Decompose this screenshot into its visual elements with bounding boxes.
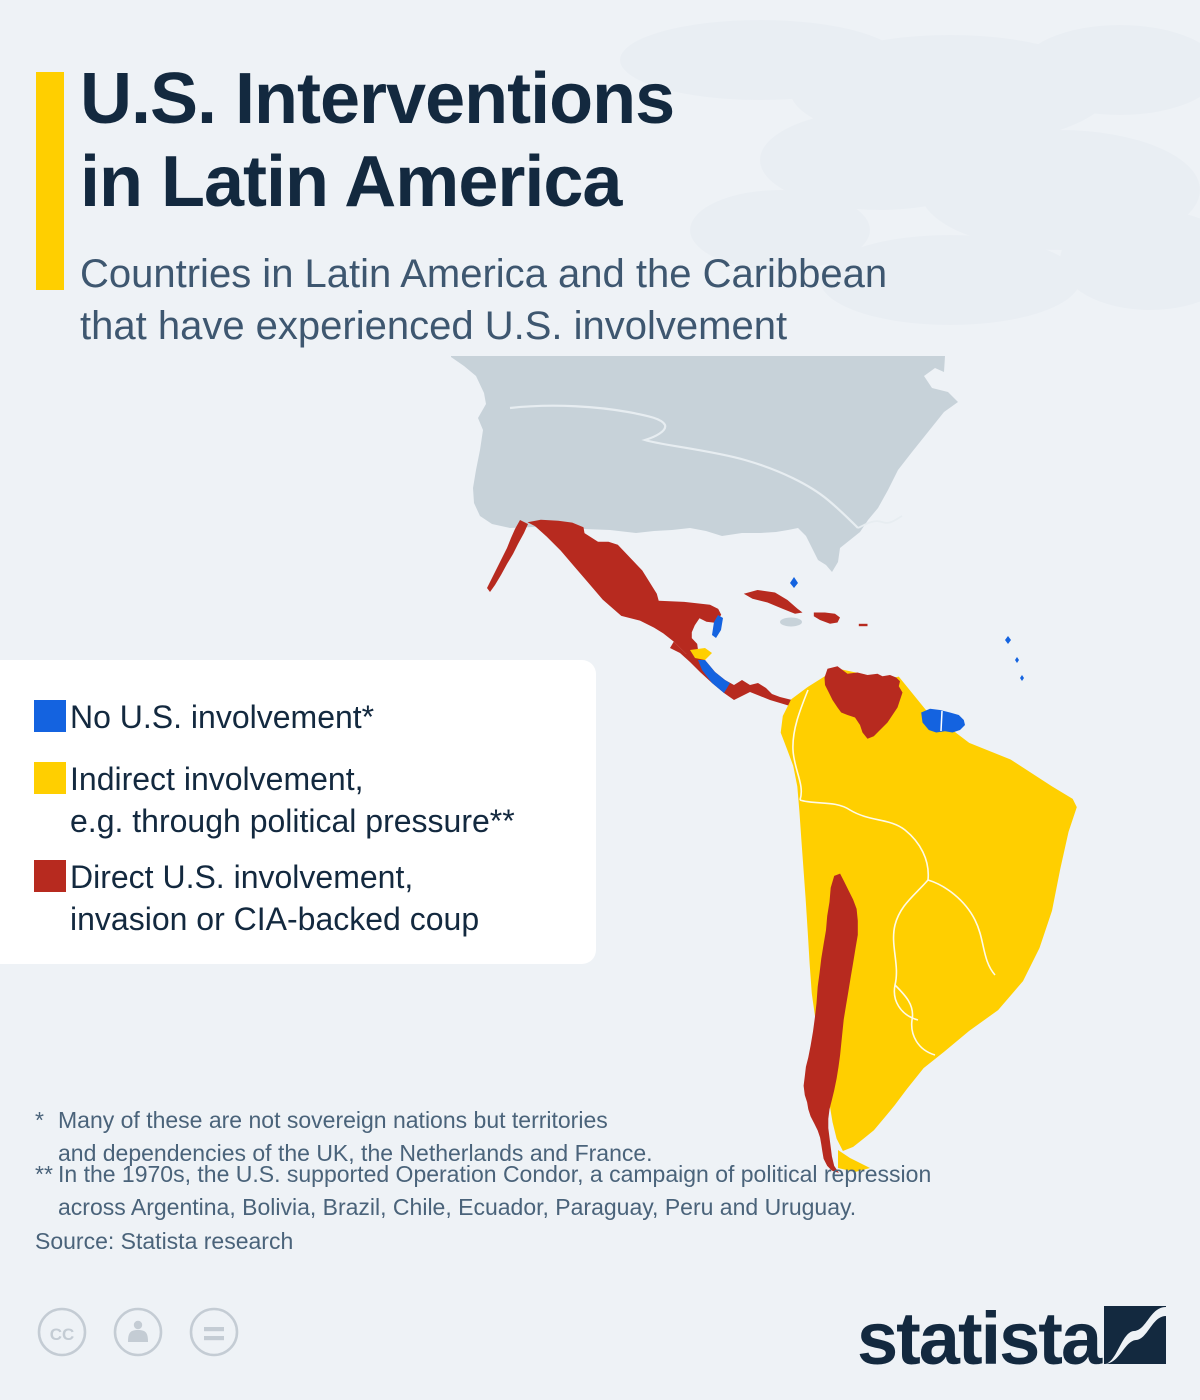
- svg-text:CC: CC: [50, 1325, 75, 1344]
